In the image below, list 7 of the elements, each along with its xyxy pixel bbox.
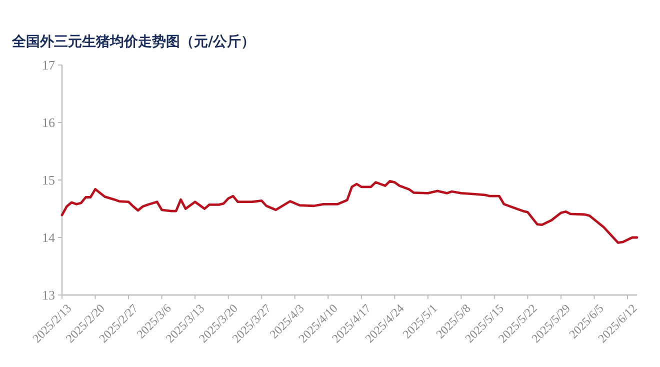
y-tick-label: 16 bbox=[42, 115, 56, 130]
chart-title: 全国外三元生猪均价走势图（元/公斤） bbox=[11, 33, 256, 50]
y-tick-label: 13 bbox=[42, 288, 55, 303]
y-tick-label: 14 bbox=[42, 230, 56, 246]
y-tick-label: 17 bbox=[42, 58, 56, 73]
line-series bbox=[60, 180, 638, 244]
y-tick-label: 15 bbox=[42, 172, 55, 188]
